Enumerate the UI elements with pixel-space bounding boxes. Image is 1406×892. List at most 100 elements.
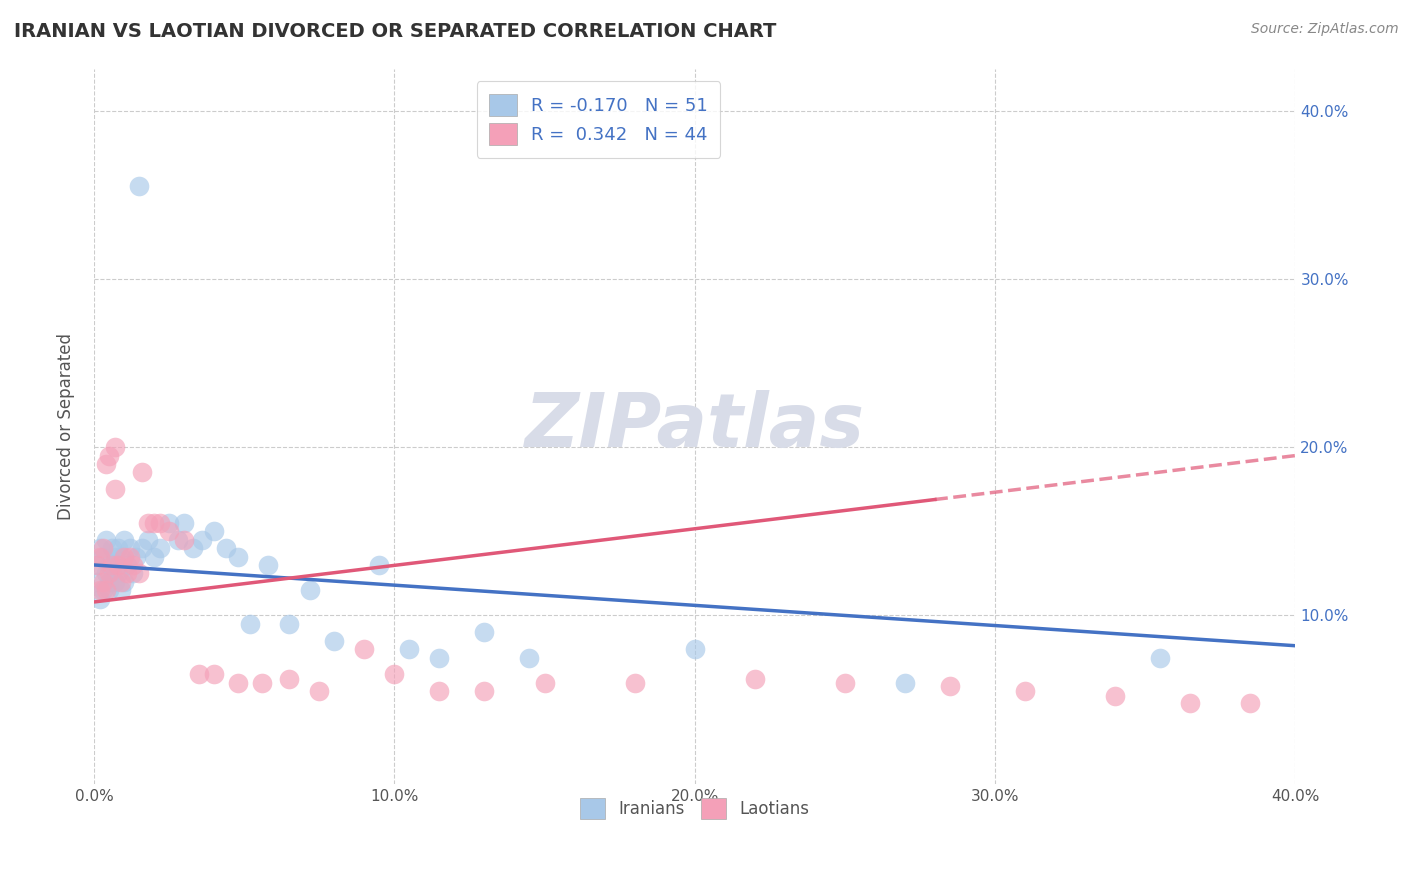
Point: [398, 642, 420, 657]
Point: [89, 549, 111, 564]
Point: [239, 616, 262, 631]
Point: [519, 650, 541, 665]
Point: [157, 516, 180, 530]
Point: [250, 675, 273, 690]
Point: [299, 583, 322, 598]
Point: [894, 675, 917, 690]
Point: [427, 650, 450, 665]
Text: Source: ZipAtlas.com: Source: ZipAtlas.com: [1251, 22, 1399, 37]
Point: [308, 684, 330, 698]
Point: [97, 449, 120, 463]
Point: [382, 667, 405, 681]
Point: [122, 566, 145, 581]
Point: [104, 574, 127, 589]
Point: [278, 616, 301, 631]
Point: [188, 667, 211, 681]
Point: [110, 549, 132, 564]
Point: [278, 673, 301, 687]
Point: [91, 574, 114, 589]
Point: [101, 541, 124, 556]
Point: [143, 516, 166, 530]
Point: [97, 574, 120, 589]
Point: [97, 583, 120, 598]
Point: [173, 533, 195, 547]
Point: [834, 675, 856, 690]
Point: [202, 667, 225, 681]
Point: [101, 566, 124, 581]
Point: [110, 574, 132, 589]
Text: IRANIAN VS LAOTIAN DIVORCED OR SEPARATED CORRELATION CHART: IRANIAN VS LAOTIAN DIVORCED OR SEPARATED…: [14, 22, 776, 41]
Point: [86, 558, 108, 572]
Point: [1104, 690, 1126, 704]
Point: [167, 533, 190, 547]
Point: [118, 549, 141, 564]
Point: [191, 533, 214, 547]
Point: [157, 524, 180, 539]
Point: [110, 583, 132, 598]
Point: [202, 524, 225, 539]
Point: [97, 558, 120, 572]
Point: [94, 583, 117, 598]
Point: [173, 516, 195, 530]
Point: [86, 558, 108, 572]
Point: [353, 642, 375, 657]
Point: [91, 541, 114, 556]
Point: [104, 440, 127, 454]
Point: [226, 675, 249, 690]
Point: [533, 675, 555, 690]
Point: [683, 642, 706, 657]
Point: [112, 549, 135, 564]
Point: [128, 179, 150, 194]
Point: [122, 558, 145, 572]
Point: [115, 566, 138, 581]
Point: [368, 558, 391, 572]
Point: [91, 583, 114, 598]
Point: [939, 679, 962, 693]
Point: [104, 549, 127, 564]
Point: [149, 541, 172, 556]
Point: [143, 549, 166, 564]
Point: [744, 673, 766, 687]
Point: [89, 541, 111, 556]
Point: [323, 633, 346, 648]
Point: [89, 591, 111, 606]
Point: [91, 549, 114, 564]
Point: [94, 533, 117, 547]
Point: [1180, 696, 1202, 710]
Point: [89, 583, 111, 598]
Point: [623, 675, 645, 690]
Point: [1014, 684, 1036, 698]
Point: [107, 541, 129, 556]
Point: [131, 466, 153, 480]
Point: [107, 566, 129, 581]
Point: [136, 516, 159, 530]
Point: [112, 574, 135, 589]
Point: [1149, 650, 1171, 665]
Point: [107, 558, 129, 572]
Point: [1239, 696, 1261, 710]
Point: [94, 566, 117, 581]
Point: [474, 684, 496, 698]
Point: [136, 533, 159, 547]
Point: [104, 482, 127, 496]
Y-axis label: Divorced or Separated: Divorced or Separated: [58, 333, 75, 520]
Legend: Iranians, Laotians: Iranians, Laotians: [574, 792, 817, 825]
Point: [474, 625, 496, 640]
Point: [257, 558, 280, 572]
Point: [149, 516, 172, 530]
Point: [94, 457, 117, 471]
Point: [125, 549, 148, 564]
Point: [86, 574, 108, 589]
Point: [215, 541, 238, 556]
Point: [115, 558, 138, 572]
Point: [181, 541, 204, 556]
Point: [427, 684, 450, 698]
Point: [128, 566, 150, 581]
Point: [226, 549, 249, 564]
Point: [101, 558, 124, 572]
Point: [131, 541, 153, 556]
Text: ZIPatlas: ZIPatlas: [524, 390, 865, 463]
Point: [118, 541, 141, 556]
Point: [97, 566, 120, 581]
Point: [112, 533, 135, 547]
